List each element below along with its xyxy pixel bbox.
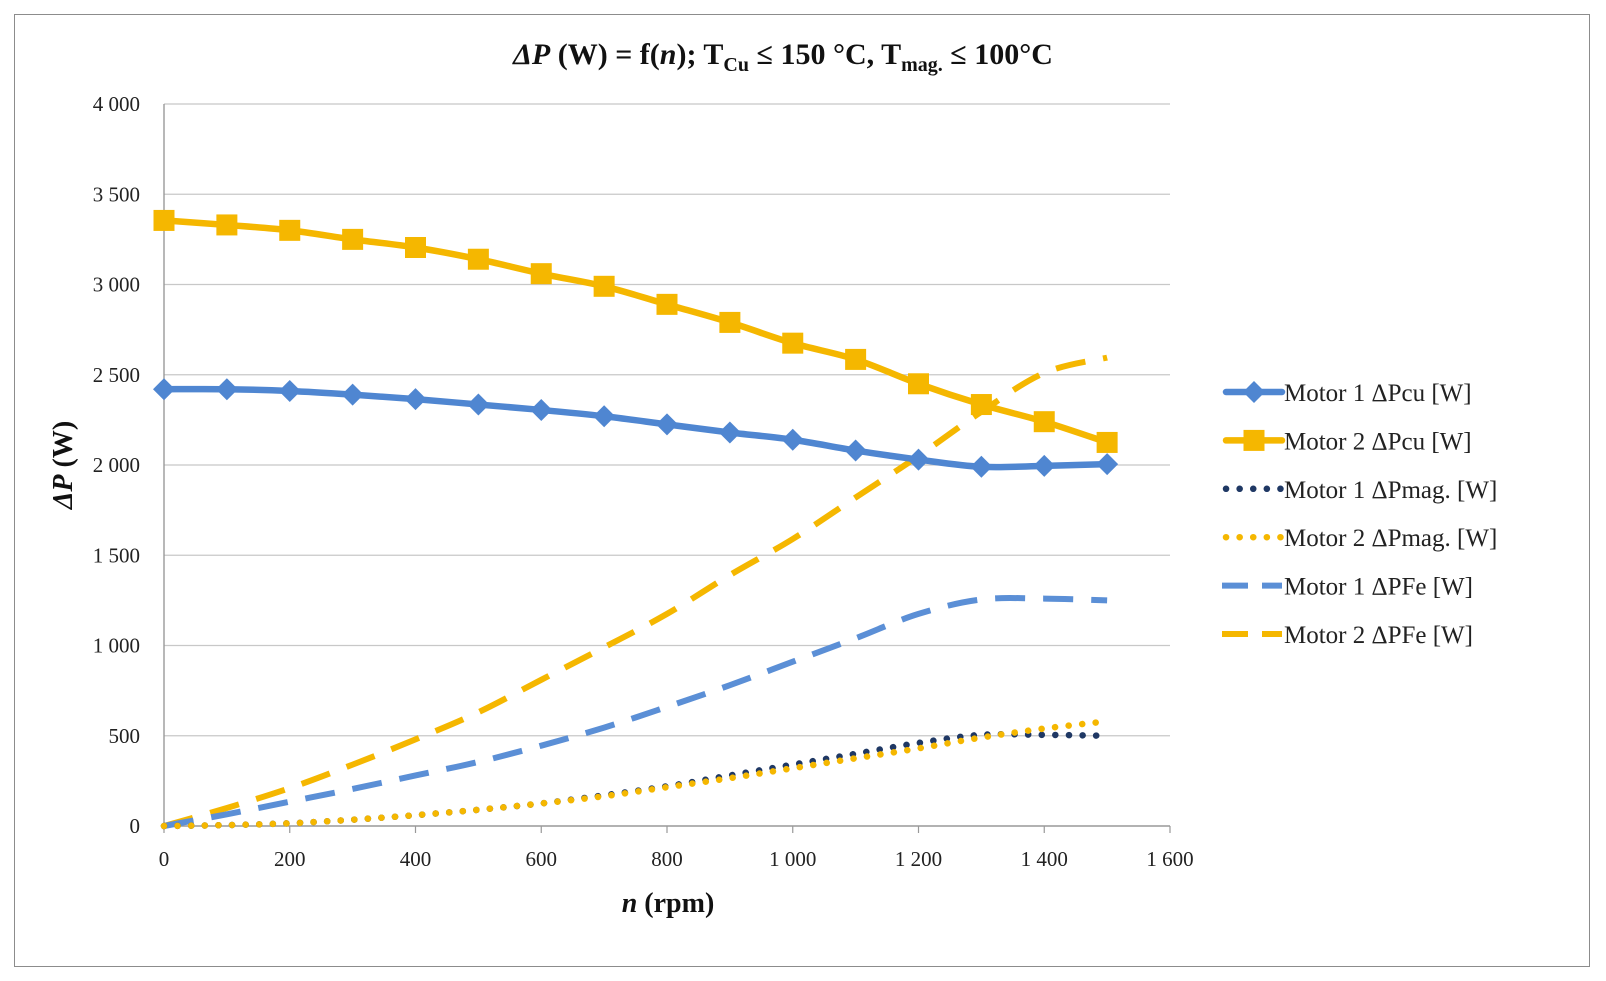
series-4 — [160, 718, 1111, 830]
y-tick-3500: 3 500 — [93, 182, 140, 206]
title-prefix: ΔP — [512, 38, 551, 71]
y-tick-3000: 3 000 — [93, 273, 140, 297]
x-tick-1400: 1 400 — [1021, 847, 1068, 871]
series-2-point-1200 — [908, 373, 929, 395]
title-part4: ≤ 100°C — [943, 38, 1053, 71]
series-1 — [153, 378, 1119, 478]
series-2-point-200 — [279, 219, 301, 241]
y-axis-unit: (W) — [48, 421, 79, 475]
legend-label-4: Motor 2 ΔPmag. [W] — [1284, 525, 1497, 552]
series-1-point-900 — [718, 421, 741, 444]
series-2-point-900 — [719, 311, 741, 333]
series-line-4 — [160, 718, 1111, 830]
title-part2: ); T — [676, 38, 723, 71]
series-2-point-800 — [656, 293, 678, 315]
title-sub-mag: mag. — [901, 54, 943, 76]
series-1-point-1200 — [907, 448, 930, 471]
title-part3: ≤ 150 °C, T — [749, 38, 901, 71]
series-line-1 — [160, 385, 1111, 471]
series-1-point-1000 — [781, 428, 804, 451]
series-2-point-100 — [216, 214, 238, 236]
series-2-point-700 — [593, 275, 615, 297]
legend-item-5: Motor 1 ΔPFe [W] — [1222, 574, 1473, 601]
y-tick-1000: 1 000 — [93, 634, 140, 658]
series-1-point-1400 — [1033, 454, 1056, 477]
legend: Motor 1 ΔPcu [W] Motor 2 ΔPcu [W] Motor 1 … — [1222, 380, 1497, 649]
series-2-point-1100 — [845, 348, 867, 370]
y-tick-500: 500 — [109, 724, 141, 748]
legend-label-3: Motor 1 ΔPmag. [W] — [1284, 477, 1497, 504]
series-2-point-1500 — [1096, 431, 1118, 453]
title-sub-cu: Cu — [723, 54, 749, 76]
legend-marker-2 — [1243, 429, 1265, 451]
legend-label-6: Motor 2 ΔPFe [W] — [1284, 622, 1473, 649]
legend-label-5: Motor 1 ΔPFe [W] — [1284, 574, 1473, 601]
series-2-point-1000 — [782, 332, 804, 354]
y-axis-title: ΔP (W) — [48, 421, 79, 510]
y-tick-labels: 0 500 1 000 1 500 2 000 2 500 3 000 3 500 4 000 — [93, 92, 140, 838]
series-5 — [163, 595, 1108, 829]
series-line-5 — [163, 595, 1108, 829]
legend-item-6: Motor 2 ΔPFe [W] — [1222, 622, 1473, 649]
x-axis-unit: (rpm) — [637, 888, 714, 919]
y-tick-1500: 1 500 — [93, 543, 140, 567]
series-1-point-500 — [467, 393, 490, 416]
x-tick-400: 400 — [400, 847, 432, 871]
series-1-point-800 — [656, 413, 678, 436]
series-1-point-100 — [215, 378, 238, 401]
y-tick-4000: 4 000 — [93, 92, 140, 116]
series-line-2 — [160, 217, 1111, 446]
series-2-point-600 — [530, 263, 552, 285]
series-1-point-1100 — [844, 439, 867, 462]
series-2-point-400 — [405, 236, 426, 258]
legend-marker-1 — [1243, 381, 1265, 403]
series-1-point-400 — [404, 388, 427, 411]
y-tick-2000: 2 000 — [93, 453, 140, 477]
series-1-point-1300 — [970, 455, 993, 478]
y-axis-var: ΔP — [48, 474, 79, 511]
title-part1: (W) = f( — [550, 38, 660, 71]
series-6 — [163, 354, 1108, 829]
series-1-point-200 — [278, 379, 301, 402]
series-2-point-1400 — [1033, 411, 1055, 433]
series-2 — [153, 209, 1118, 453]
series-1-point-0 — [153, 378, 175, 401]
series-group — [153, 209, 1119, 830]
y-tick-0: 0 — [130, 814, 141, 838]
series-2-point-300 — [342, 228, 364, 250]
series-1-point-700 — [593, 405, 616, 428]
y-tick-2500: 2 500 — [93, 363, 140, 387]
x-axis-var: n — [622, 888, 638, 919]
legend-item-3: Motor 1 ΔPmag. [W] — [1222, 477, 1497, 504]
legend-item-4: Motor 2 ΔPmag. [W] — [1222, 525, 1497, 552]
title-n: n — [660, 38, 677, 71]
x-tick-labels: 0 200 400 600 800 1 000 1 200 1 400 1 600 — [159, 847, 1194, 871]
x-tick-0: 0 — [159, 847, 170, 871]
legend-label-1: Motor 1 ΔPcu [W] — [1284, 380, 1472, 407]
series-1-point-600 — [530, 398, 553, 421]
series-1-point-300 — [341, 383, 364, 406]
x-tick-1000: 1 000 — [769, 847, 816, 871]
series-line-6 — [163, 354, 1108, 829]
x-tick-200: 200 — [274, 847, 306, 871]
series-2-point-500 — [467, 248, 489, 270]
x-tick-600: 600 — [526, 847, 558, 871]
legend-label-2: Motor 2 ΔPcu [W] — [1284, 428, 1472, 455]
x-tick-1200: 1 200 — [895, 847, 942, 871]
chart-title: ΔP (W) = f(n); TCu ≤ 150 °C, Tmag. ≤ 100… — [512, 38, 1053, 76]
x-tick-800: 800 — [651, 847, 683, 871]
series-2-point-1300 — [970, 394, 992, 416]
x-tick-1600: 1 600 — [1146, 847, 1193, 871]
series-2-point-0 — [153, 209, 175, 231]
legend-item-2: Motor 2 ΔPcu [W] — [1222, 428, 1472, 455]
series-1-point-1500 — [1096, 453, 1119, 476]
chart-frame — [14, 14, 1590, 967]
x-axis-title: n (rpm) — [622, 888, 715, 919]
legend-item-1: Motor 1 ΔPcu [W] — [1222, 380, 1472, 407]
